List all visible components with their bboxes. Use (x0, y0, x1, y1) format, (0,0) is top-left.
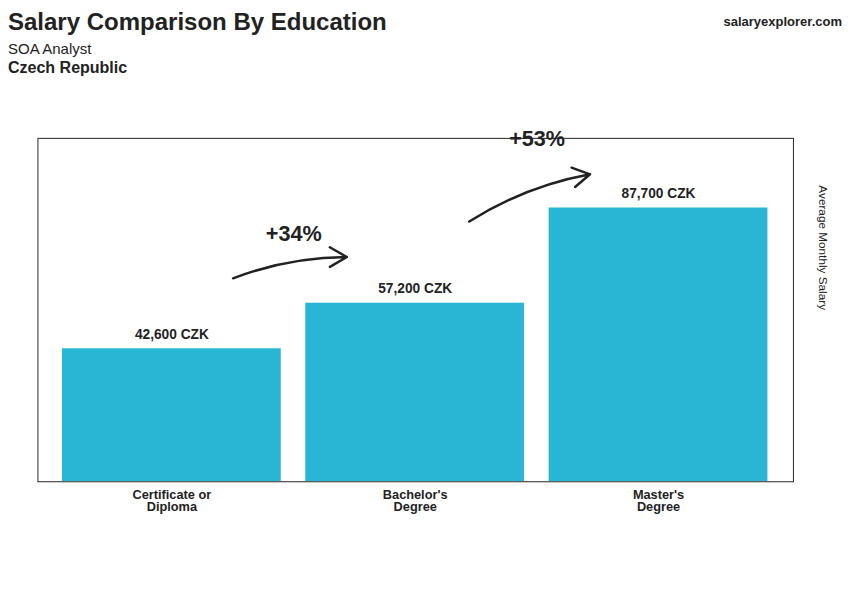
html-text:SOA Analyst: SOA Analyst (8, 40, 92, 57)
svg-text:Bachelor'sDegree: Bachelor'sDegree (383, 487, 448, 515)
svg-text:Average Monthly Salary: Average Monthly Salary (817, 185, 830, 310)
svg-text:57,200 CZK: 57,200 CZK (378, 281, 452, 296)
svg-text:Certificate orDiploma: Certificate orDiploma (133, 487, 212, 515)
svg-text:+53%: +53% (509, 126, 565, 152)
svg-text:42,600 CZK: 42,600 CZK (135, 327, 209, 342)
html-text:Czech Republic: Czech Republic (8, 59, 128, 76)
svg-text:87,700 CZK: 87,700 CZK (622, 186, 696, 201)
html-text:Salary Comparison By Education: Salary Comparison By Education (8, 8, 387, 35)
svg-text:Master'sDegree: Master'sDegree (633, 487, 684, 515)
svg-text:+34%: +34% (266, 221, 322, 246)
html-text:salaryexplorer.com: salaryexplorer.com (723, 14, 842, 29)
